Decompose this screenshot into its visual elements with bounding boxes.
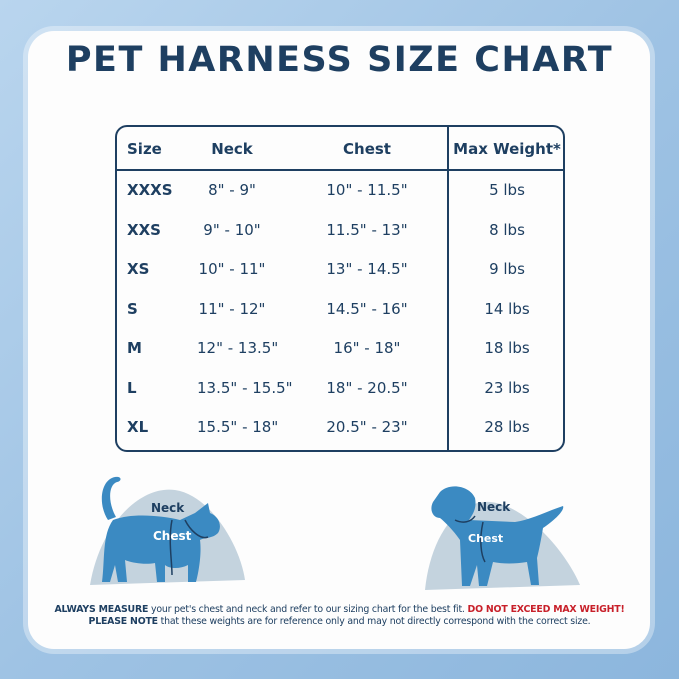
max-weight-cell: 23 lbs <box>484 378 530 397</box>
cat-illustration <box>90 476 245 585</box>
size-cell: M <box>127 339 142 357</box>
chest-cell: 18" - 20.5" <box>326 378 408 397</box>
max-weight-cell: 9 lbs <box>489 260 525 278</box>
size-cell: XXXS <box>127 181 173 199</box>
table-row: XXS 9" - 10" 11.5" - 13" 8 lbs <box>117 211 563 250</box>
neck-cell: 9" - 10" <box>203 220 261 239</box>
note-bold: PLEASE NOTE <box>88 616 159 627</box>
dog-silhouette-icon <box>431 486 564 586</box>
max-weight-cell: 5 lbs <box>489 181 525 199</box>
table-row: S 11" - 12" 14.5" - 16" 14 lbs <box>117 290 563 329</box>
chest-cell: 11.5" - 13" <box>326 220 408 239</box>
header-max-weight: Max Weight* <box>453 140 561 158</box>
neck-cell: 8" - 9" <box>208 181 256 199</box>
table-row: XL 15.5" - 18" 20.5" - 23" 28 lbs <box>117 408 563 447</box>
neck-strap <box>454 515 476 523</box>
header-size: Size <box>127 140 162 158</box>
chest-cell: 16" - 18" <box>333 339 401 357</box>
table-row: L 13.5" - 15.5" 18" - 20.5" 23 lbs <box>117 369 563 408</box>
dog-neck-label: Neck <box>477 500 511 514</box>
size-cell: L <box>127 378 137 397</box>
page-title: PET HARNESS SIZE CHART <box>65 40 614 80</box>
neck-cell: 10" - 11" <box>198 260 266 278</box>
chest-cell: 13" - 14.5" <box>326 260 408 278</box>
max-weight-cell: 28 lbs <box>484 418 530 436</box>
table-row: XS 10" - 11" 13" - 14.5" 9 lbs <box>117 250 563 289</box>
cat-chest-label: Chest <box>153 529 192 543</box>
header-divider <box>117 169 563 171</box>
chest-strap <box>480 521 486 563</box>
note-text: your pet's chest and neck and refer to o… <box>148 604 468 615</box>
reference-note: PLEASE NOTE that these weights are for r… <box>0 616 679 628</box>
chest-strap <box>169 519 173 576</box>
chest-cell: 14.5" - 16" <box>326 299 408 318</box>
header-neck: Neck <box>211 140 253 158</box>
cat-silhouette-icon <box>101 476 220 582</box>
header-chest: Chest <box>343 140 391 158</box>
neck-strap <box>184 519 209 539</box>
table-header-row: Size Neck Chest Max Weight* <box>117 127 563 166</box>
note-text: that these weights are for reference onl… <box>157 616 591 627</box>
dog-chest-label: Chest <box>468 532 504 545</box>
neck-cell: 13.5" - 15.5" <box>197 378 293 397</box>
size-table: Size Neck Chest Max Weight* XXXS 8" - 9" 1… <box>115 125 565 452</box>
chest-cell: 20.5" - 23" <box>326 418 408 436</box>
max-weight-cell: 14 lbs <box>484 299 530 318</box>
neck-cell: 12" - 13.5" <box>197 339 279 357</box>
size-cell: S <box>127 299 138 318</box>
table-row: XXXS 8" - 9" 10" - 11.5" 5 lbs <box>117 171 563 210</box>
neck-cell: 11" - 12" <box>198 299 266 318</box>
max-weight-cell: 8 lbs <box>489 220 525 239</box>
size-cell: XL <box>127 418 149 436</box>
cat-neck-label: Neck <box>151 501 185 515</box>
column-divider <box>447 127 449 450</box>
neck-cell: 15.5" - 18" <box>197 418 279 436</box>
table-row: M 12" - 13.5" 16" - 18" 18 lbs <box>117 329 563 368</box>
note-bold: ALWAYS MEASURE <box>54 604 149 615</box>
size-cell: XS <box>127 260 150 278</box>
max-weight-cell: 18 lbs <box>484 339 530 357</box>
measure-note: ALWAYS MEASURE your pet's chest and neck… <box>0 604 679 616</box>
dog-illustration <box>425 486 580 590</box>
chest-cell: 10" - 11.5" <box>326 181 408 199</box>
size-cell: XXS <box>127 220 161 239</box>
weight-warning: DO NOT EXCEED MAX WEIGHT! <box>467 604 625 615</box>
